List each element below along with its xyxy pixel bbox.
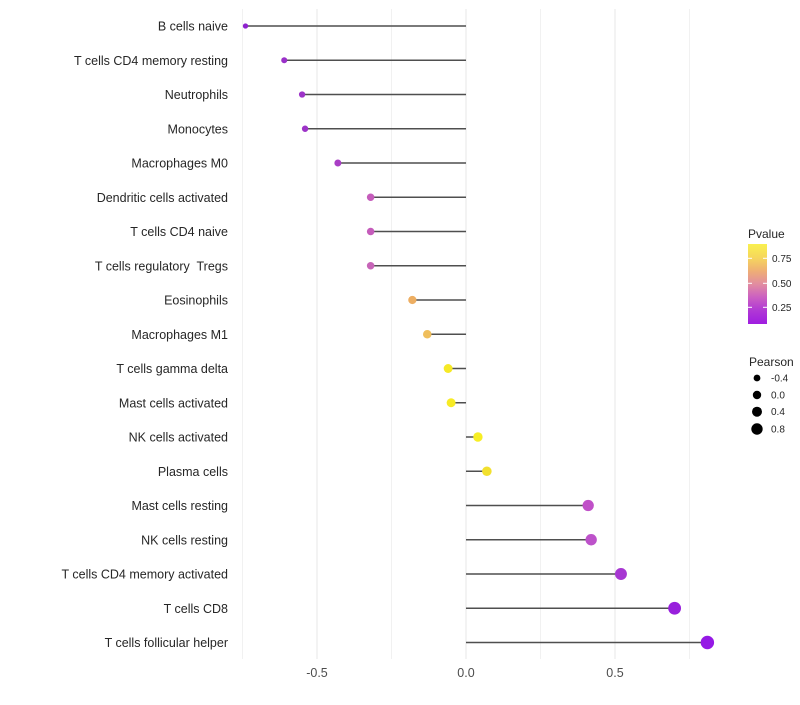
y-axis-label: Dendritic cells activated [97,191,228,205]
pvalue-legend-title: Pvalue [748,227,785,241]
size-legend-dot [751,423,763,435]
y-axis-label: Mast cells resting [131,499,228,513]
lollipop-point [408,295,417,305]
y-axis-label: T cells regulatory Tregs [95,259,228,273]
lollipop-point [242,23,249,29]
lollipop-point [298,91,306,98]
y-axis-label: Mast cells activated [119,396,228,410]
lollipop-point [366,193,375,202]
lollipop-point [668,601,682,615]
lollipop-point [423,329,432,339]
x-tick-label: 0.5 [606,666,623,680]
y-axis-label: T cells CD4 memory resting [74,54,228,68]
y-axis-label: Monocytes [168,122,228,136]
lollipop-point [446,398,456,408]
lollipop-point [366,261,375,270]
colorbar-tick-label: 0.75 [772,254,792,265]
lollipop-point [281,57,288,64]
size-legend-dot [752,406,762,417]
lollipop-point [700,635,715,650]
size-legend-label: 0.8 [771,425,785,436]
lollipop-point [473,432,483,442]
lollipop-point [585,534,597,546]
y-axis-label: Macrophages M0 [131,157,228,171]
lollipop-point [301,125,309,132]
lollipop-point [334,159,342,167]
y-axis-label: T cells CD4 memory activated [62,568,229,582]
lollipop-point [615,568,627,580]
y-axis-label: NK cells resting [141,533,228,547]
lollipop-point [443,364,453,373]
lollipop-point [582,499,594,512]
y-axis-label: NK cells activated [129,431,228,445]
y-axis-label: Plasma cells [158,465,228,479]
y-axis-label: T cells CD8 [164,602,228,616]
size-legend-dot [752,390,762,400]
x-tick-label: 0.0 [457,666,474,680]
size-legend-label: 0.0 [771,391,785,402]
colorbar-tick-label: 0.25 [772,303,792,314]
pvalue-colorbar [748,244,767,324]
lollipop-point [366,227,375,236]
lollipop-point [482,466,492,477]
y-axis-label: Eosinophils [164,294,228,308]
size-legend-label: -0.4 [771,374,789,385]
y-axis-label: T cells gamma delta [116,362,228,376]
size-legend-label: 0.4 [771,407,785,418]
y-axis-label: T cells follicular helper [105,636,228,650]
pearson-legend-title: Pearson [749,355,794,369]
size-legend-dot [753,374,761,382]
y-axis-label: Macrophages M1 [131,328,228,342]
x-tick-label: -0.5 [306,666,328,680]
colorbar-tick-label: 0.50 [772,279,792,290]
y-axis-label: T cells CD4 naive [130,225,228,239]
y-axis-label: Neutrophils [165,88,228,102]
y-axis-label: B cells naive [158,20,228,34]
